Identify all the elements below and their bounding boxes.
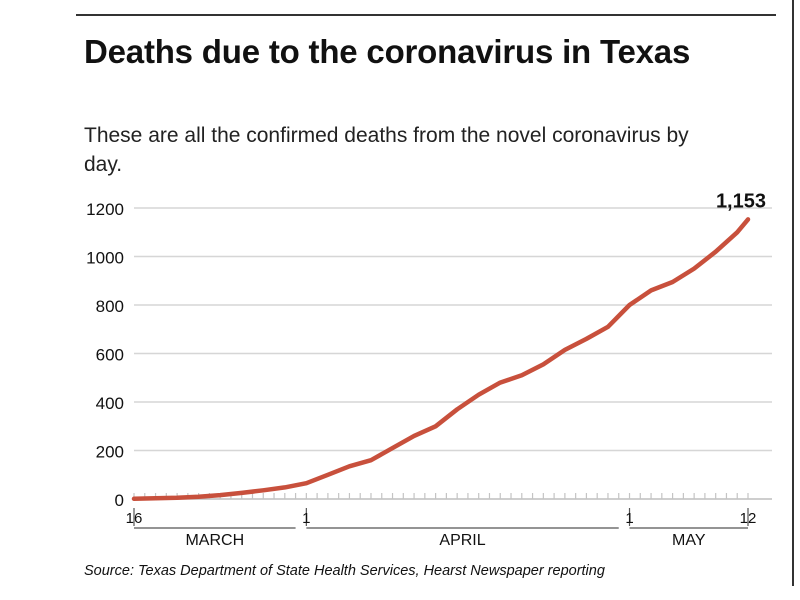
y-tick-label: 200 [96,443,124,462]
chart-title: Deaths due to the coronavirus in Texas [84,33,691,70]
x-tick-label: 16 [126,510,143,527]
end-value-label: 1,153 [716,190,766,212]
chart-subtitle: These are all the confirmed deaths from … [84,124,689,176]
top-rule [76,14,776,16]
y-tick-label: 1000 [86,249,124,268]
y-tick-label: 1200 [86,200,124,219]
month-label: MAY [672,532,706,549]
month-label: APRIL [439,532,485,549]
month-label: MARCH [185,532,244,549]
x-tick-label: 12 [740,510,757,527]
x-tick-label: 1 [625,510,633,527]
y-tick-label: 400 [96,394,124,413]
series-line [131,217,751,502]
x-tick-label: 1 [302,510,310,527]
grid-layer [134,207,772,452]
y-tick-labels: 0 200 400 600 800 1000 1200 [86,200,124,510]
y-tick-label: 600 [96,346,124,365]
right-rule [792,0,794,586]
series-layer [131,217,751,502]
y-tick-label: 0 [115,491,124,510]
x-axis: 16 1 1 12 MARCH APRIL MAY [126,493,772,549]
annotation-layer: 1,153 [716,190,766,212]
source-note: Source: Texas Department of State Health… [84,563,605,579]
y-tick-label: 800 [96,297,124,316]
